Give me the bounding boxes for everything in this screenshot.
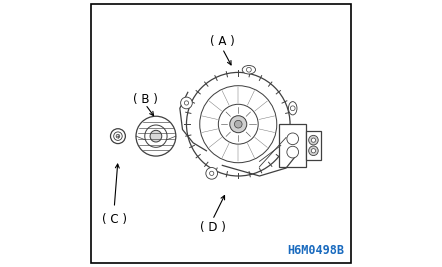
Circle shape bbox=[309, 146, 318, 156]
Circle shape bbox=[311, 138, 316, 142]
Circle shape bbox=[187, 72, 290, 176]
Circle shape bbox=[184, 101, 189, 105]
Text: ( B ): ( B ) bbox=[133, 93, 158, 106]
Text: ( A ): ( A ) bbox=[210, 35, 235, 48]
Circle shape bbox=[200, 86, 277, 163]
Ellipse shape bbox=[242, 65, 255, 74]
Circle shape bbox=[311, 149, 316, 153]
Circle shape bbox=[234, 120, 242, 128]
Circle shape bbox=[114, 132, 122, 140]
Text: ( C ): ( C ) bbox=[102, 213, 127, 226]
Circle shape bbox=[110, 129, 126, 144]
Circle shape bbox=[150, 130, 162, 142]
Circle shape bbox=[309, 135, 318, 145]
Circle shape bbox=[287, 133, 298, 145]
Circle shape bbox=[116, 134, 120, 138]
FancyBboxPatch shape bbox=[279, 124, 306, 167]
Ellipse shape bbox=[289, 102, 297, 115]
Circle shape bbox=[287, 146, 298, 158]
Text: ( D ): ( D ) bbox=[199, 221, 225, 234]
Circle shape bbox=[145, 125, 167, 147]
Circle shape bbox=[247, 67, 251, 72]
Circle shape bbox=[136, 116, 176, 156]
Text: H6M0498B: H6M0498B bbox=[287, 244, 344, 257]
Circle shape bbox=[181, 97, 192, 109]
Circle shape bbox=[206, 167, 217, 179]
FancyBboxPatch shape bbox=[306, 131, 320, 160]
Circle shape bbox=[210, 171, 214, 175]
Circle shape bbox=[230, 116, 247, 133]
Circle shape bbox=[290, 106, 295, 111]
Circle shape bbox=[218, 104, 258, 144]
